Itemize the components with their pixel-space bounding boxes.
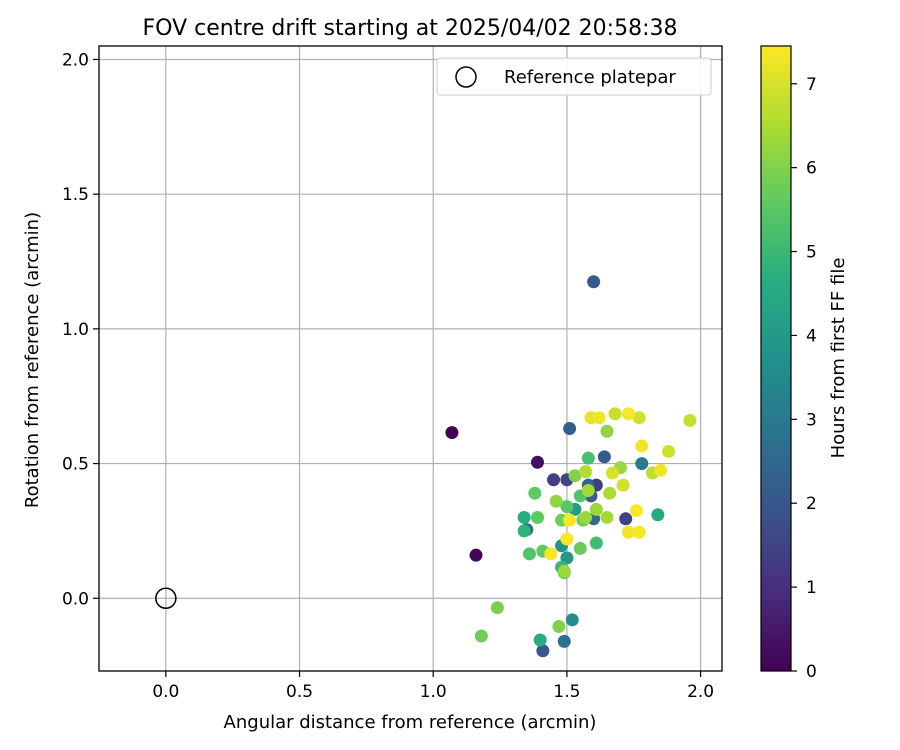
data-point [563, 513, 577, 527]
data-point [579, 465, 593, 479]
data-point [632, 525, 646, 539]
data-point [651, 508, 665, 522]
x-tick-label: 0.0 [152, 682, 179, 702]
data-point [621, 525, 635, 539]
colorbar-ticks: 0 1 2 3 4 5 6 7 [791, 75, 817, 682]
data-point [579, 510, 593, 524]
data-point [563, 422, 577, 436]
data-point [531, 510, 545, 524]
data-point [469, 548, 483, 562]
data-point [490, 601, 504, 615]
x-tick-label: 1.0 [420, 682, 447, 702]
data-point [581, 451, 595, 465]
data-point [581, 484, 595, 498]
x-tick-label: 2.0 [687, 682, 714, 702]
data-point [621, 407, 635, 421]
colorbar-tick-label: 7 [806, 75, 817, 95]
data-point [635, 457, 649, 471]
data-point [603, 486, 617, 500]
data-point [528, 486, 542, 500]
colorbar-gradient [760, 45, 792, 672]
y-tick-label: 1.5 [62, 185, 89, 205]
axes-frame [98, 45, 723, 672]
legend-open-circle-icon [455, 66, 477, 88]
data-point [632, 411, 646, 425]
y-tick-label: 0.0 [62, 589, 89, 609]
colorbar-label: Hours from first FF file [828, 258, 849, 459]
data-point [568, 469, 582, 483]
x-tick-label: 1.5 [553, 682, 580, 702]
data-point [565, 613, 579, 627]
x-axis-label: Angular distance from reference (arcmin) [224, 712, 597, 733]
legend: Reference platepar [436, 57, 712, 96]
plot-area: 0.0 0.5 1.0 1.5 2.0 0.0 0.5 1.0 1.5 2.0 [62, 45, 723, 702]
y-tick-label: 2.0 [62, 50, 89, 70]
y-axis-label: Rotation from reference (arcmin) [22, 212, 43, 508]
data-point [552, 620, 566, 634]
data-point [608, 407, 622, 421]
data-point [560, 500, 574, 514]
reference-platepar-marker [155, 587, 177, 610]
data-point [533, 633, 547, 647]
data-point [517, 524, 531, 538]
data-point [629, 504, 643, 518]
data-point [531, 455, 545, 469]
data-point [560, 551, 574, 565]
data-point [654, 463, 668, 477]
colorbar-tick-label: 2 [806, 494, 817, 514]
y-tick-label: 0.5 [62, 455, 89, 475]
data-points [445, 275, 697, 658]
legend-box [436, 57, 712, 96]
data-point [536, 644, 550, 658]
data-point [549, 494, 563, 508]
data-point [547, 473, 561, 487]
chart-title: FOV centre drift starting at 2025/04/02 … [143, 16, 678, 41]
data-point [522, 547, 536, 561]
data-point [589, 502, 603, 516]
data-point [573, 541, 587, 555]
data-point [445, 426, 459, 440]
data-point [557, 634, 571, 648]
colorbar-tick-label: 1 [806, 578, 817, 598]
colorbar-tick-label: 4 [806, 326, 817, 346]
data-point [619, 512, 633, 526]
data-point [560, 532, 574, 546]
colorbar-tick-label: 0 [806, 662, 817, 682]
data-point [474, 629, 488, 643]
data-point [616, 478, 630, 492]
data-point [600, 424, 614, 438]
data-point [587, 275, 601, 289]
data-point [557, 564, 571, 578]
y-tick-label: 1.0 [62, 320, 89, 340]
data-point [592, 411, 606, 425]
data-point [683, 413, 697, 427]
colorbar: 0 1 2 3 4 5 6 7 Hours from first FF file [760, 45, 849, 682]
data-point [605, 466, 619, 480]
x-tick-label: 0.5 [286, 682, 313, 702]
data-point [600, 510, 614, 524]
colorbar-tick-label: 3 [806, 410, 817, 430]
legend-label: Reference platepar [504, 67, 676, 88]
colorbar-tick-label: 5 [806, 243, 817, 263]
data-point [597, 450, 611, 464]
x-axis-ticks: 0.0 0.5 1.0 1.5 2.0 [152, 671, 714, 702]
data-point [589, 536, 603, 550]
data-point [635, 439, 649, 453]
data-point [662, 444, 676, 458]
colorbar-tick-label: 6 [806, 159, 817, 179]
data-point [517, 510, 531, 524]
y-axis-ticks: 0.0 0.5 1.0 1.5 2.0 [62, 50, 99, 609]
data-point [544, 547, 558, 561]
